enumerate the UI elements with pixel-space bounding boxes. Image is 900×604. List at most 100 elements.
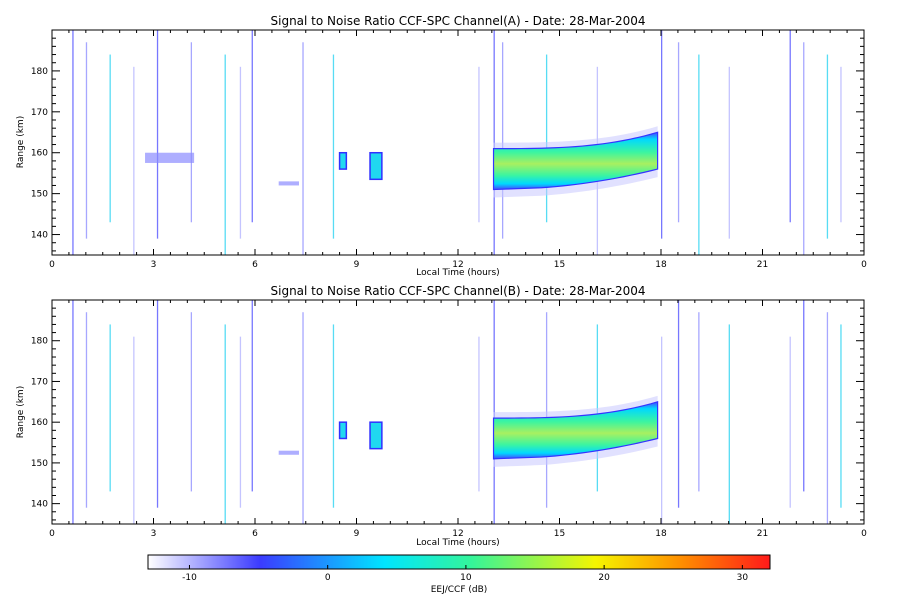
noise-streak — [501, 42, 504, 239]
noise-streak — [156, 30, 159, 239]
y-tick-label: 170 — [31, 377, 48, 387]
noise-streak — [239, 66, 242, 239]
noise-streak — [72, 300, 74, 524]
noise-streak — [190, 312, 193, 492]
y-tick-label: 140 — [31, 500, 48, 510]
noise-streak — [478, 66, 480, 223]
axes: 0 3 6 9 12 15 18 21 0 140 150 160 170 180 — [31, 300, 867, 539]
y-tick-label: 160 — [31, 149, 48, 159]
colorbar-tick-label: -10 — [182, 573, 197, 583]
y-tick-label: 140 — [31, 231, 48, 241]
noise-streak — [677, 42, 680, 223]
echo-patch — [338, 421, 348, 440]
noise-streak — [661, 30, 663, 239]
echo-patch — [145, 152, 195, 163]
echo-patch — [369, 421, 383, 450]
noise-streak — [698, 54, 700, 255]
y-tick-label: 170 — [31, 108, 48, 118]
noise-streak — [239, 336, 242, 508]
x-tick-label: 0 — [49, 529, 55, 539]
x-tick-label: 6 — [252, 529, 258, 539]
noise-streak — [789, 336, 791, 508]
noise-streak — [109, 54, 111, 223]
noise-streak — [251, 30, 253, 223]
snr-panel-channel-b: Signal to Noise Ratio CCF-SPC Channel(B)… — [16, 284, 867, 548]
noise-streak — [840, 324, 842, 508]
noise-streak — [728, 324, 730, 524]
noise-streak — [332, 54, 335, 239]
noise-streak — [251, 300, 253, 492]
noise-streak — [803, 42, 805, 255]
y-tick-label: 150 — [31, 459, 48, 469]
x-tick-label: 6 — [252, 260, 258, 270]
x-tick-label: 12 — [452, 260, 463, 270]
echo-band — [492, 401, 659, 460]
echo-patch — [278, 450, 299, 455]
noise-streak — [156, 300, 159, 508]
x-tick-label: 21 — [757, 260, 768, 270]
noise-streak — [789, 30, 791, 223]
y-tick-label: 180 — [31, 67, 48, 77]
colorbar: -10 0 10 20 30 EEJ/CCF (dB) — [147, 554, 771, 595]
colorbar-label: EEJ/CCF (dB) — [431, 585, 488, 595]
noise-streak — [302, 42, 304, 255]
colorbar-gradient — [147, 554, 771, 570]
noise-streak — [478, 336, 480, 492]
x-tick-label: 0 — [861, 529, 867, 539]
echo-layer — [72, 30, 842, 256]
y-axis-label: Range (km) — [16, 386, 26, 438]
noise-streak — [85, 312, 88, 508]
noise-streak — [840, 66, 842, 223]
noise-streak — [109, 324, 111, 492]
colorbar-tick-label: 20 — [598, 573, 610, 583]
noise-streak — [698, 312, 700, 492]
echo-patch — [338, 151, 348, 170]
y-tick-label: 180 — [31, 337, 48, 347]
noise-streak — [493, 300, 495, 524]
noise-streak — [332, 324, 335, 508]
noise-streak — [677, 300, 680, 508]
noise-streak — [133, 336, 135, 524]
x-axis-label: Local Time (hours) — [416, 538, 499, 548]
x-tick-label: 18 — [655, 529, 667, 539]
noise-streak — [85, 42, 88, 239]
noise-streak — [728, 66, 730, 239]
noise-streak — [826, 312, 829, 524]
plot-frame — [51, 29, 865, 256]
snr-panel-channel-a: Signal to Noise Ratio CCF-SPC Channel(A)… — [16, 14, 867, 278]
noise-streak — [493, 30, 495, 255]
colorbar-tick-label: 0 — [325, 573, 331, 583]
noise-streak — [545, 54, 548, 223]
noise-streak — [133, 66, 135, 256]
noise-streak — [661, 336, 663, 524]
noise-streak — [224, 54, 226, 255]
noise-streak — [596, 324, 599, 492]
noise-streak — [224, 324, 226, 524]
x-tick-label: 12 — [452, 529, 463, 539]
x-tick-label: 9 — [354, 260, 360, 270]
y-tick-label: 150 — [31, 190, 48, 200]
echo-patch — [369, 151, 383, 181]
panel-title: Signal to Noise Ratio CCF-SPC Channel(A)… — [271, 14, 646, 28]
x-tick-label: 0 — [49, 260, 55, 270]
colorbar-tick-label: 30 — [737, 573, 749, 583]
colorbar-ticks: -10 0 10 20 30 — [182, 565, 748, 583]
echo-band — [492, 131, 659, 191]
noise-streak — [803, 300, 805, 492]
x-tick-label: 3 — [151, 529, 157, 539]
x-tick-label: 3 — [151, 260, 157, 270]
x-axis-label: Local Time (hours) — [416, 268, 499, 278]
x-tick-label: 0 — [861, 260, 867, 270]
noise-streak — [302, 312, 304, 524]
noise-streak — [72, 30, 74, 255]
panel-title: Signal to Noise Ratio CCF-SPC Channel(B)… — [271, 284, 646, 298]
colorbar-tick-label: 10 — [460, 573, 472, 583]
x-tick-label: 18 — [655, 260, 667, 270]
echo-layer — [72, 300, 842, 524]
x-tick-label: 9 — [354, 529, 360, 539]
noise-streak — [190, 42, 193, 223]
plot-frame — [51, 299, 865, 525]
axes: 0 3 6 9 12 15 18 21 0 140 150 160 170 180 — [31, 30, 867, 270]
y-tick-label: 160 — [31, 418, 48, 428]
